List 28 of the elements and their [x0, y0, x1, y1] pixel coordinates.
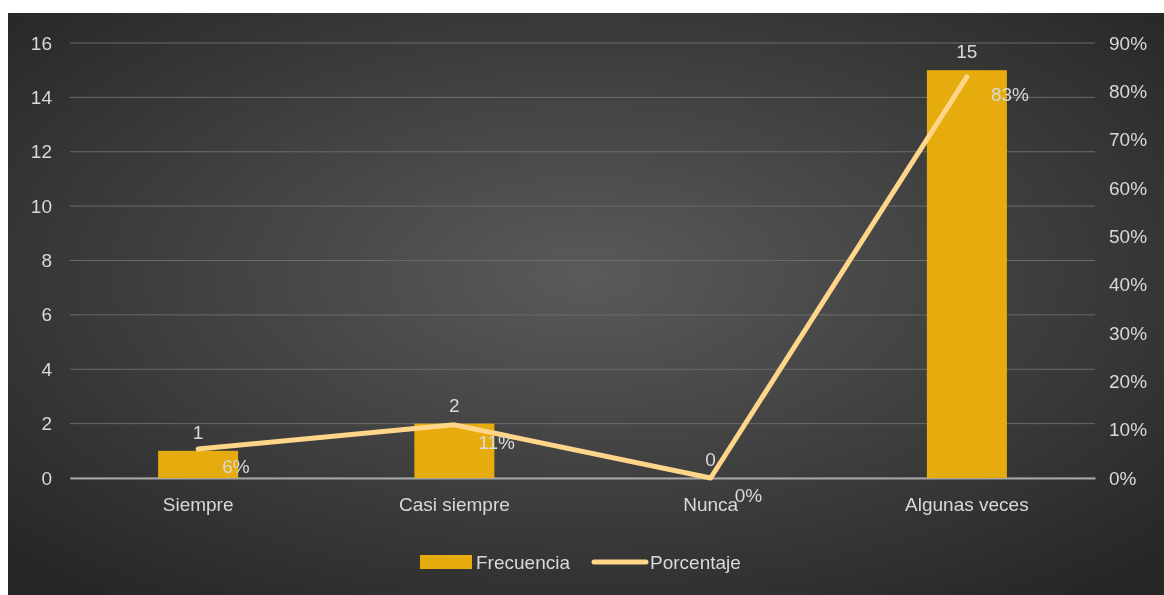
- y2-tick-label: 40%: [1109, 274, 1148, 296]
- data-label: 1: [192, 421, 204, 443]
- legend-label: Porcentaje: [650, 552, 741, 573]
- legend-label: Frecuencia: [476, 552, 571, 573]
- y-tick-label: 12: [30, 141, 52, 163]
- x-tick-label: Casi siempre: [398, 494, 510, 516]
- y2-tick-label: 90%: [1109, 32, 1148, 54]
- y2-tick-label: 0%: [1109, 467, 1137, 489]
- y2-tick-label: 30%: [1109, 322, 1148, 344]
- y2-tick-label: 20%: [1109, 370, 1148, 392]
- x-tick-label: Siempre: [162, 494, 234, 516]
- y2-tick-label: 80%: [1109, 80, 1148, 102]
- y-tick-label: 14: [30, 86, 53, 108]
- y2-tick-label: 60%: [1109, 177, 1148, 199]
- x-tick-label: Algunas veces: [905, 494, 1029, 516]
- y2-tick-label: 10%: [1109, 419, 1148, 441]
- y2-tick-label: 50%: [1109, 225, 1148, 247]
- data-label: 0: [705, 449, 716, 470]
- y-tick-label: 16: [30, 32, 52, 54]
- y-tick-label: 0: [41, 467, 52, 489]
- y-tick-label: 4: [41, 358, 53, 380]
- y-tick-label: 8: [41, 250, 52, 272]
- y-tick-label: 10: [30, 195, 52, 217]
- y-tick-label: 2: [41, 413, 52, 435]
- data-label: 15: [956, 41, 978, 63]
- y2-tick-label: 70%: [1109, 129, 1148, 151]
- data-label: 2: [449, 394, 460, 416]
- y-tick-label: 6: [41, 304, 52, 326]
